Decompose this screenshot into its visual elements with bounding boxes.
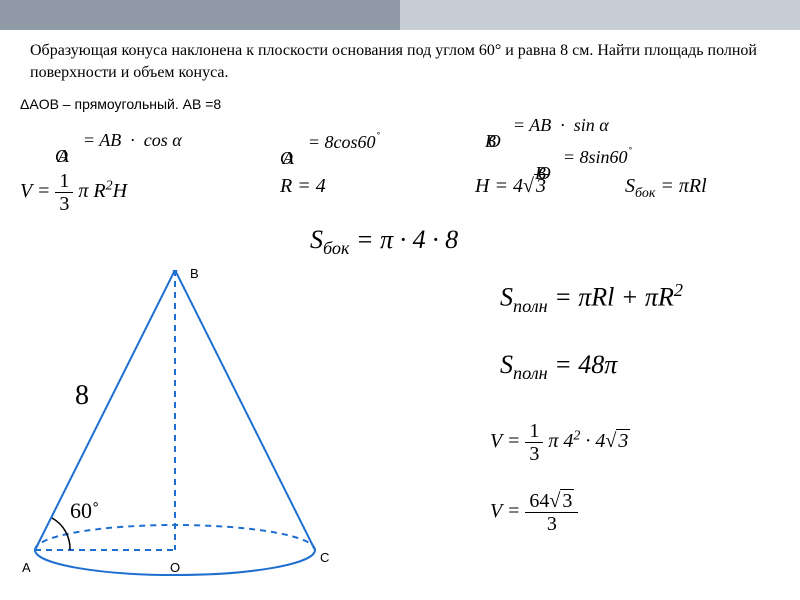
formula-V-val: V = 6433 bbox=[490, 490, 578, 535]
formula-H: H = 43 bbox=[475, 175, 548, 198]
formula-oa-val: OA = 8cos60˚ bbox=[280, 130, 380, 153]
formula-V-sub: V = 13 π 42 · 43 bbox=[490, 420, 630, 465]
cone-diagram: 8 60˚ B A O C bbox=[20, 270, 330, 580]
point-O: O bbox=[170, 560, 180, 575]
formula-R: R = 4 bbox=[280, 175, 326, 198]
slant-length-label: 8 bbox=[75, 380, 89, 412]
problem-statement: Образующая конуса наклонена к плоскости … bbox=[30, 40, 770, 85]
formula-Sbok-def: Sбок = πRl bbox=[625, 175, 707, 202]
formula-Spoln-val: Sполн = 48π bbox=[500, 350, 617, 384]
point-B: B bbox=[190, 266, 199, 281]
point-C: C bbox=[320, 550, 329, 565]
point-A: A bbox=[22, 560, 31, 575]
formula-V-def: V = 13 π R2H bbox=[20, 170, 127, 215]
given-text: ΔAOB – прямоугольный. AB =8 bbox=[20, 96, 221, 112]
formula-oa-def: OA = AB · cos α bbox=[55, 130, 182, 151]
formula-bo-val: BO = 8sin60˚ bbox=[535, 145, 632, 168]
formula-Spoln-def: Sполн = πRl + πR2 bbox=[500, 280, 683, 317]
angle-label: 60˚ bbox=[70, 498, 99, 524]
slide-top-bar bbox=[0, 0, 800, 30]
formula-bo-def: BO = AB · sin α bbox=[485, 115, 609, 136]
formula-Sbok-val: Sбок = π · 4 · 8 bbox=[310, 225, 458, 259]
